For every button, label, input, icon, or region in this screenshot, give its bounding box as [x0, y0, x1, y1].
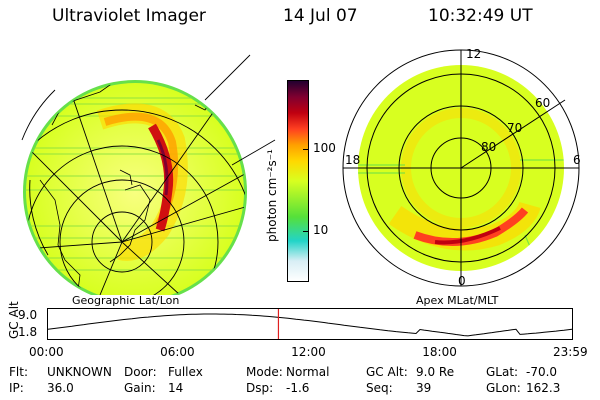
mlat-label: 70: [507, 121, 523, 135]
timeline-xtick-label: 18:00: [422, 345, 457, 359]
geographic-map: [21, 54, 276, 295]
timeline-xtick-label: 12:00: [291, 345, 326, 359]
timeline-xtick-label: 23:59: [553, 345, 588, 359]
info-key: Flt:: [9, 365, 28, 379]
info-key: Mode:: [246, 365, 283, 379]
image-date: 14 Jul 07: [283, 6, 358, 26]
ytick-top: 9.0: [18, 308, 38, 322]
colorbar-unit: photon cm⁻²s⁻¹: [265, 149, 279, 242]
info-value: 39: [416, 381, 432, 395]
geographic-label: Geographic Lat/Lon: [72, 294, 180, 307]
info-value: Fullex: [168, 365, 203, 379]
info-key: Dsp:: [246, 381, 274, 395]
info-key: Seq:: [366, 381, 393, 395]
info-value: 162.3: [526, 381, 561, 395]
info-value: -1.6: [286, 381, 310, 395]
mlt-label: 12: [466, 47, 482, 61]
info-key: Gain:: [124, 381, 156, 395]
info-key: GC Alt:: [366, 365, 408, 379]
apex-map: [342, 49, 580, 287]
info-value: 36.0: [47, 381, 74, 395]
timeline-xtick-label: 00:00: [29, 345, 64, 359]
colorbar-tick-mark: [303, 230, 309, 232]
apex-label: Apex MLat/MLT: [416, 294, 499, 307]
info-value: Normal: [286, 365, 330, 379]
info-key: GLon:: [486, 381, 521, 395]
instrument-title: Ultraviolet Imager: [52, 6, 206, 26]
info-value: 14: [168, 381, 184, 395]
mlat-label: 60: [535, 96, 551, 110]
colorbar-gradient: [288, 81, 308, 281]
image-time: 10:32:49 UT: [428, 6, 533, 26]
mlt-label: 18: [345, 153, 361, 167]
info-value: -70.0: [526, 365, 558, 379]
mlt-label: 0: [458, 274, 466, 288]
colorbar-tick-label: 100: [313, 141, 336, 156]
info-value: UNKNOWN: [47, 365, 112, 379]
mlat-label: 80: [481, 140, 497, 154]
orbit-altitude-curve: [48, 313, 572, 337]
info-key: IP:: [9, 381, 24, 395]
info-value: 9.0 Re: [416, 365, 455, 379]
info-key: Door:: [124, 365, 157, 379]
timeline-plot: [47, 308, 573, 340]
ytick-bottom: 1.8: [18, 325, 38, 339]
colorbar-tick-label: 10: [313, 222, 329, 237]
timeline-xtick-label: 06:00: [160, 345, 195, 359]
geo-disk: [26, 83, 244, 295]
colorbar: [287, 80, 309, 282]
info-key: GLat:: [486, 365, 519, 379]
colorbar-tick-mark: [303, 149, 309, 151]
mlt-label: 6: [573, 153, 581, 167]
